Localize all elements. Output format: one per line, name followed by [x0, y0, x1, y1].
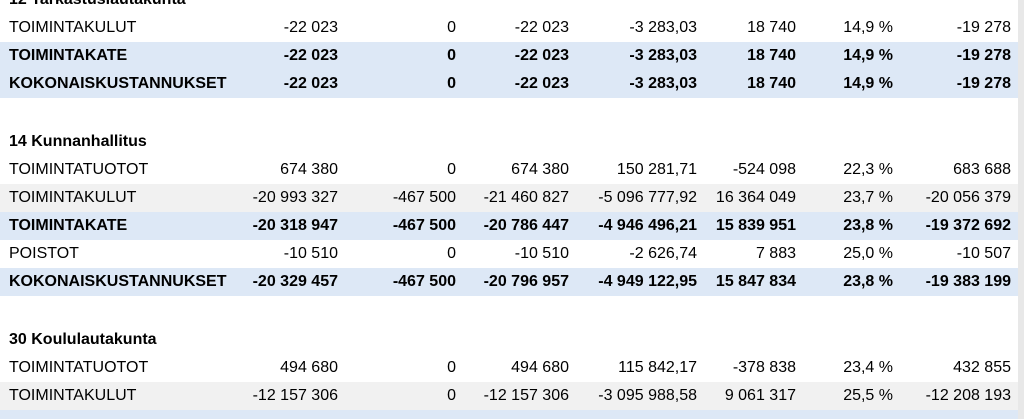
row-label: TOIMINTAKULUT [9, 189, 137, 206]
value-cell: 0 [447, 161, 456, 178]
value-cell: -10 507 [956, 245, 1011, 262]
section-title-row: 30 Koululautakunta [0, 326, 1018, 354]
value-cell: 494 680 [511, 359, 569, 376]
value-cell: 18 740 [747, 47, 796, 64]
value-cell: 674 380 [280, 161, 338, 178]
value-cell: -467 500 [392, 217, 456, 234]
value-cell: 0 [447, 245, 456, 262]
row-label: TOIMINTAKATE [9, 47, 128, 64]
value-cell: -3 283,03 [629, 75, 697, 92]
value-cell: 14,9 % [843, 47, 893, 64]
value-cell: 14,9 % [843, 19, 893, 36]
value-cell: -21 460 827 [483, 189, 569, 206]
value-cell: -22 023 [514, 47, 569, 64]
table-row: TOIMINTAKATE -20 318 947 -467 500 -20 78… [0, 212, 1018, 240]
value-cell: -524 098 [732, 161, 796, 178]
table-row: TOIMINTAKULUT -20 993 327 -467 500 -21 4… [0, 184, 1018, 212]
value-cell: 150 281,71 [616, 161, 697, 178]
value-cell: -19 278 [956, 19, 1011, 36]
value-cell: 23,4 % [843, 359, 893, 376]
table-row: TOIMINTAKULUT -22 023 0 -22 023 -3 283,0… [0, 14, 1018, 42]
value-cell: -3 283,03 [629, 19, 697, 36]
value-cell: -19 372 692 [925, 217, 1011, 234]
value-cell: 15 847 834 [715, 273, 796, 290]
value-cell: 25,0 % [843, 245, 893, 262]
row-label: TOIMINTAKULUT [9, 19, 137, 36]
value-cell: -467 500 [392, 273, 456, 290]
value-cell: 0 [447, 47, 456, 64]
section-title: 12 Tarkastuslautakunta [9, 0, 186, 14]
section-title: 30 Koululautakunta [9, 331, 157, 348]
value-cell: -467 500 [392, 189, 456, 206]
value-cell: -5 096 777,92 [598, 189, 697, 206]
value-cell: 683 688 [953, 161, 1011, 178]
value-cell: -20 796 957 [483, 273, 569, 290]
value-cell: -12 157 306 [252, 387, 338, 404]
value-cell: 18 740 [747, 75, 796, 92]
row-label: TOIMINTATUOTOT [9, 359, 149, 376]
value-cell: -12 208 193 [925, 387, 1011, 404]
table-row: TOIMINTATUOTOT 674 380 0 674 380 150 281… [0, 156, 1018, 184]
section-title-row: 12 Tarkastuslautakunta [0, 0, 1018, 14]
value-cell: 14,9 % [843, 75, 893, 92]
value-cell: 18 740 [747, 19, 796, 36]
row-label: TOIMINTAKATE [9, 217, 128, 234]
value-cell: 115 842,17 [618, 359, 697, 376]
row-label: TOIMINTAKULUT [9, 387, 137, 404]
value-cell: -22 023 [283, 19, 338, 36]
value-cell: -20 329 457 [252, 273, 338, 290]
table-row: KOKONAISKUSTANNUKSET -22 023 0 -22 023 -… [0, 70, 1018, 98]
value-cell: 22,3 % [843, 161, 893, 178]
value-cell: -20 786 447 [483, 217, 569, 234]
value-cell: -20 056 379 [925, 189, 1011, 206]
value-cell: -19 383 199 [925, 273, 1011, 290]
value-cell: -3 095 988,58 [598, 387, 697, 404]
value-cell: -22 023 [514, 75, 569, 92]
table-row: TOIMINTAKATE -22 023 0 -22 023 -3 283,03… [0, 42, 1018, 70]
value-cell: -20 993 327 [252, 189, 338, 206]
value-cell: 23,8 % [843, 273, 893, 290]
row-label: TOIMINTATUOTOT [9, 161, 149, 178]
value-cell: 16 364 049 [715, 189, 796, 206]
scrollbar-edge[interactable] [1018, 0, 1024, 419]
value-cell: 23,8 % [843, 217, 893, 234]
value-cell: -22 023 [283, 47, 338, 64]
value-cell: 432 855 [953, 359, 1011, 376]
value-cell: -22 023 [283, 75, 338, 92]
table-row: KOKONAISKUSTANNUKSET -20 329 457 -467 50… [0, 268, 1018, 296]
value-cell: 0 [447, 359, 456, 376]
value-cell: 494 680 [280, 359, 338, 376]
value-cell: 0 [447, 75, 456, 92]
table-row: TOIMINTATUOTOT 494 680 0 494 680 115 842… [0, 354, 1018, 382]
value-cell: 0 [447, 387, 456, 404]
value-cell: -4 946 496,21 [598, 217, 697, 234]
row-label: KOKONAISKUSTANNUKSET [9, 75, 227, 92]
value-cell: 7 883 [755, 245, 796, 262]
value-cell: -2 626,74 [629, 245, 697, 262]
value-cell: -10 510 [283, 245, 338, 262]
row-label: POISTOT [9, 245, 79, 262]
value-cell: 23,7 % [843, 189, 893, 206]
value-cell: -10 510 [514, 245, 569, 262]
value-cell: -3 283,03 [629, 47, 697, 64]
table-row: TOIMINTAKULUT -12 157 306 0 -12 157 306 … [0, 382, 1018, 410]
section-title-row: 14 Kunnanhallitus [0, 128, 1018, 156]
value-cell: 674 380 [511, 161, 569, 178]
value-cell: 9 061 317 [724, 387, 796, 404]
value-cell: 0 [447, 19, 456, 36]
section-title: 14 Kunnanhallitus [9, 133, 147, 150]
value-cell: 25,5 % [843, 387, 893, 404]
table-row-cut-off [0, 410, 1018, 419]
value-cell: -378 838 [732, 359, 796, 376]
value-cell: -4 949 122,95 [598, 273, 697, 290]
value-cell: -19 278 [956, 75, 1011, 92]
value-cell: -22 023 [514, 19, 569, 36]
value-cell: -12 157 306 [483, 387, 569, 404]
table-row: POISTOT -10 510 0 -10 510 -2 626,74 7 88… [0, 240, 1018, 268]
value-cell: -20 318 947 [252, 217, 338, 234]
row-label: KOKONAISKUSTANNUKSET [9, 273, 227, 290]
value-cell: 15 839 951 [715, 217, 796, 234]
value-cell: -19 278 [956, 47, 1011, 64]
